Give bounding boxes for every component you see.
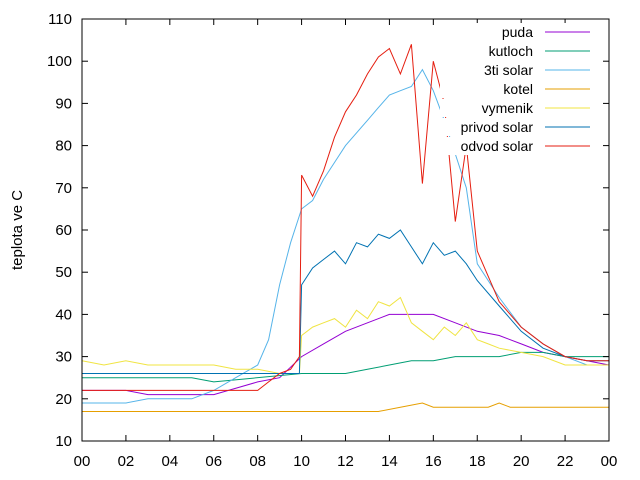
x-tick-label: 10 [293, 453, 310, 470]
legend-label: vymenik [482, 100, 534, 116]
y-tick-label: 30 [55, 349, 72, 366]
legend-label: kutloch [489, 43, 533, 59]
y-tick-label: 70 [55, 180, 72, 197]
series-line-kutloch [82, 351, 609, 383]
legend-bg [440, 99, 600, 117]
legend-bg [440, 42, 600, 60]
x-tick-label: 14 [381, 453, 398, 470]
y-tick-label: 80 [55, 138, 72, 155]
x-tick-label: 12 [337, 453, 354, 470]
legend-label: kotel [503, 81, 533, 97]
legend-bg [440, 80, 600, 98]
y-tick-label: 110 [48, 11, 72, 28]
y-tick-label: 20 [55, 391, 72, 408]
legend-label: odvod solar [461, 138, 534, 154]
y-tick-label: 50 [55, 264, 72, 281]
x-tick-label: 08 [249, 453, 266, 470]
legend-label: 3ti solar [484, 62, 533, 78]
y-tick-label: 90 [55, 95, 72, 112]
x-tick-label: 22 [557, 453, 574, 470]
legend-label: privod solar [461, 119, 534, 135]
x-tick-label: 16 [425, 453, 442, 470]
y-tick-label: 100 [47, 53, 72, 70]
x-tick-label: 18 [469, 453, 486, 470]
series-line-vymenik [81, 296, 609, 374]
axis-ticks [81, 18, 610, 442]
x-tick-label: 04 [161, 453, 178, 470]
legend-label: puda [502, 24, 533, 40]
legend-bg [440, 61, 600, 79]
x-tick-label: 20 [513, 453, 530, 470]
series-line-kotel [82, 402, 609, 412]
legend-bg [440, 23, 600, 41]
y-axis-title: teplota ve C [9, 190, 26, 270]
y-tick-label: 40 [55, 306, 72, 323]
series-layer [81, 44, 610, 412]
x-tick-label: 06 [205, 453, 222, 470]
legend: puda kutloch 3ti solar kotel vymenik privod s… [440, 23, 600, 155]
x-tick-label: 00 [74, 453, 91, 470]
series-line-odvod-solar [82, 44, 609, 391]
series-line-privod-solar [82, 229, 609, 374]
legend-bg [440, 137, 600, 155]
x-tick-label: 02 [118, 453, 135, 470]
x-tick-label: 00 [601, 453, 618, 470]
axis-tick-labels: 00 02 04 06 08 10 12 14 16 18 20 22 0010203040506070… [47, 11, 617, 470]
y-tick-label: 10 [55, 433, 72, 450]
y-tick-label: 60 [55, 222, 72, 239]
legend-bg [440, 118, 600, 136]
